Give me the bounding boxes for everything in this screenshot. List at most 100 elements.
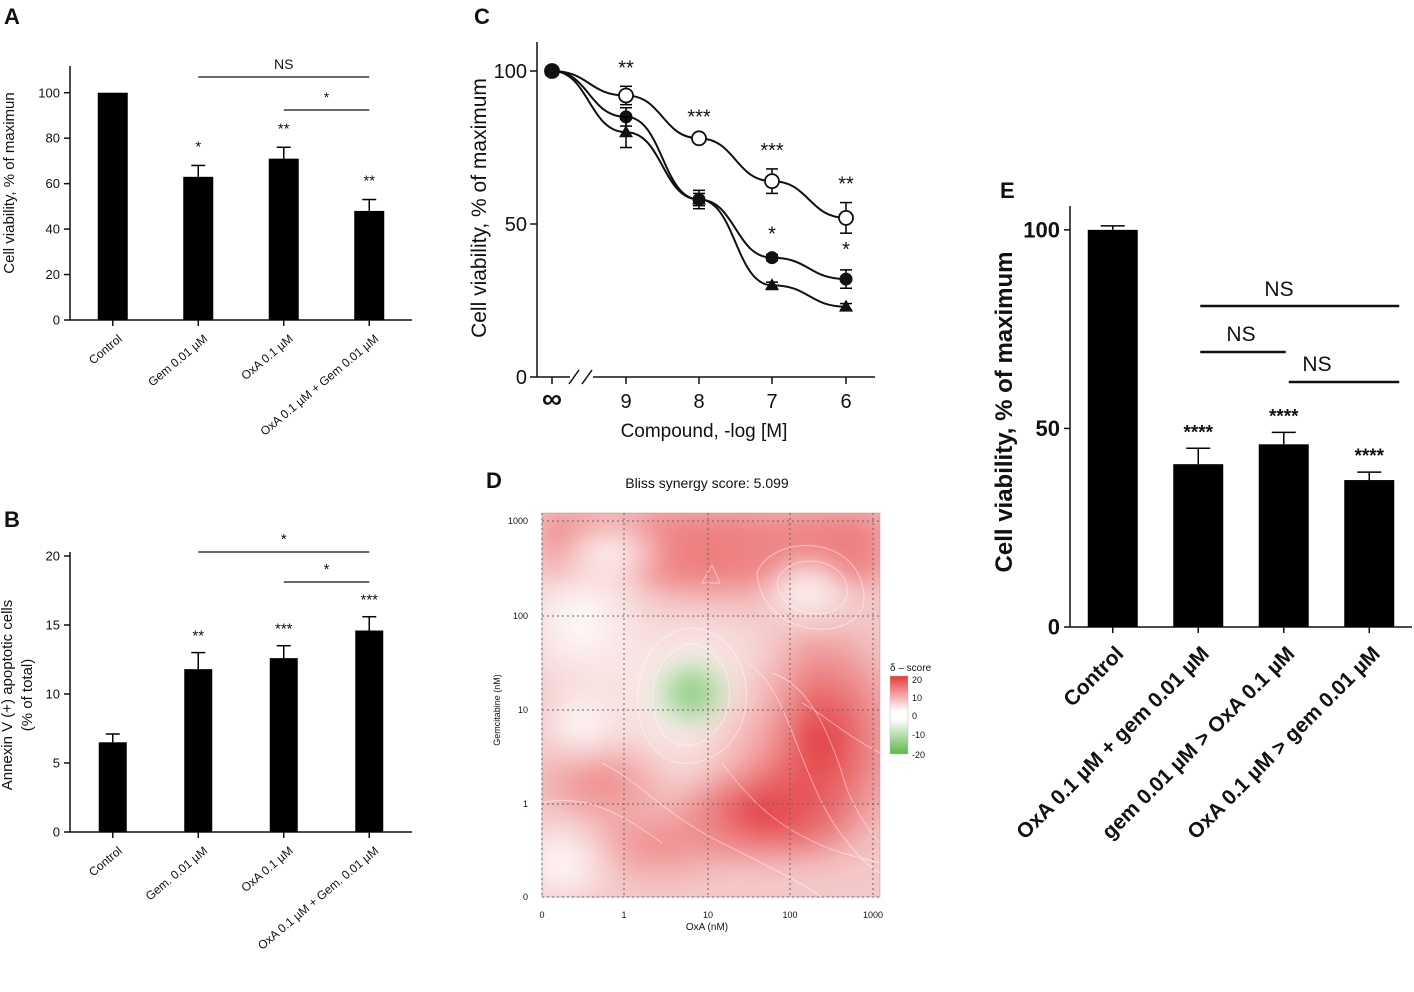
legend-tick-label: 0 <box>912 711 917 721</box>
panel-d-title: Bliss synergy score: 5.099 <box>625 475 789 491</box>
category-label: Gem 0.01 µM <box>145 332 210 390</box>
legend-tick-label: 10 <box>912 693 922 703</box>
x-tick-label: 0 <box>539 910 544 920</box>
legend-tick-label: -10 <box>912 730 925 740</box>
y-tick-label: 20 <box>46 267 60 282</box>
bar <box>354 210 385 320</box>
bar <box>97 92 128 321</box>
y-tick-label: 0 <box>516 367 527 389</box>
data-point-open-circle <box>764 173 780 190</box>
panel-b-ylabel-2: (% of total) <box>19 659 36 732</box>
y-tick-label: 0 <box>53 313 60 328</box>
x-tick-label: 1000 <box>863 910 883 920</box>
y-tick-label: 80 <box>46 131 60 146</box>
panel-a-bar-chart: Cell viability, % of maximun 0 20 40 60 80 10… <box>1 56 412 438</box>
panel-d-heatmap: Bliss synergy score: 5.099 <box>492 475 932 933</box>
y-tick-label: 5 <box>53 756 60 771</box>
heatmap-surface <box>542 513 880 897</box>
category-label: OxA 0.1 µM <box>238 332 295 383</box>
y-tick-label: 10 <box>46 687 60 702</box>
significance-mark: ** <box>363 173 375 190</box>
panel-label-e: E <box>1000 178 1015 203</box>
y-tick-label: 40 <box>46 222 60 237</box>
panel-label-b: B <box>4 507 20 532</box>
category-label: Control <box>1059 642 1128 711</box>
x-tick-label: 1 <box>621 910 626 920</box>
category-label: Gem. 0.01 µM <box>143 844 210 904</box>
significance-mark: * <box>768 224 776 246</box>
panel-e-ylabel: Cell viability, % of maximum <box>991 252 1018 573</box>
heatmap-gridlines <box>541 513 880 898</box>
panel-label-c: C <box>474 4 490 29</box>
bar <box>183 176 214 320</box>
legend-tick-label: 20 <box>912 675 922 685</box>
significance-mark: **** <box>1183 422 1213 443</box>
y-tick-label: 50 <box>505 214 527 236</box>
x-tick-label: 10 <box>703 910 713 920</box>
bar <box>269 658 298 832</box>
data-point-open-circle <box>838 209 854 226</box>
x-tick-label: 8 <box>693 391 704 413</box>
category-label: Control <box>86 844 125 880</box>
data-point-triangle <box>692 192 706 205</box>
data-point-triangle <box>839 299 853 312</box>
bar <box>184 669 213 832</box>
y-tick-label: 0 <box>523 892 528 902</box>
bar <box>1173 464 1224 627</box>
y-tick-label: 15 <box>46 618 60 633</box>
y-tick-label: 100 <box>1023 218 1060 243</box>
significance-bracket-label: * <box>324 89 330 105</box>
panel-d-ylabel: Gemcitabine (nM) <box>492 674 502 746</box>
significance-mark: * <box>195 138 201 155</box>
y-tick-label: 60 <box>46 176 60 191</box>
y-tick-label: 100 <box>513 611 528 621</box>
delta-score-legend-bar <box>889 675 909 755</box>
bar <box>1344 480 1395 627</box>
panel-b-ylabel: Annexin V (+) apoptotic cells <box>0 600 16 791</box>
y-tick-label: 0 <box>1048 615 1060 640</box>
panel-a-ylabel: Cell viability, % of maximun <box>1 92 18 273</box>
panel-label-d: D <box>486 468 502 493</box>
panel-c-ylabel: Cell viability, % of maximum <box>468 78 491 338</box>
axis-break-mark <box>568 369 580 385</box>
y-tick-label: 100 <box>494 61 527 83</box>
bar <box>1087 229 1138 627</box>
panel-b-bar-chart: Annexin V (+) apoptotic cells (% of tota… <box>0 531 412 953</box>
significance-bracket-label: NS <box>1302 353 1331 376</box>
y-tick-label: 1000 <box>508 516 528 526</box>
bar <box>268 158 299 320</box>
significance-mark: *** <box>360 592 378 609</box>
panel-c-line-chart: Cell viability, % of maximum Compound, -… <box>468 42 875 442</box>
x-tick-label: 6 <box>840 391 851 413</box>
significance-mark: * <box>842 239 850 261</box>
y-tick-label: 20 <box>46 549 60 564</box>
significance-mark: ** <box>192 628 204 645</box>
y-tick-label: 10 <box>518 705 528 715</box>
panel-c-xlabel: Compound, -log [M] <box>621 421 788 442</box>
significance-mark: *** <box>275 621 293 638</box>
y-tick-label: 50 <box>1036 416 1060 441</box>
significance-mark: ** <box>838 174 854 196</box>
significance-mark: *** <box>687 106 711 128</box>
bar <box>1258 444 1309 627</box>
significance-bracket-label: * <box>324 561 330 578</box>
panel-d-xlabel: OxA (nM) <box>686 922 728 933</box>
panel-e-bar-chart: Cell viability, % of maximum 0 50 100 Contr… <box>991 206 1412 844</box>
significance-mark: **** <box>1354 446 1384 467</box>
x-tick-label: 9 <box>620 391 631 413</box>
y-tick-label: 1 <box>523 799 528 809</box>
category-label: Control <box>86 332 125 368</box>
data-point-triangle <box>619 125 633 138</box>
x-tick-label: ∞ <box>542 383 562 414</box>
data-point-triangle <box>765 278 779 291</box>
significance-mark: ** <box>618 57 634 79</box>
x-tick-label: 100 <box>782 910 797 920</box>
significance-mark: **** <box>1269 406 1299 427</box>
significance-mark: ** <box>278 120 290 137</box>
delta-score-legend-title: δ – score <box>890 663 932 674</box>
x-tick-label: 7 <box>766 391 777 413</box>
y-tick-label: 0 <box>53 825 60 840</box>
significance-bracket-label: NS <box>1226 323 1255 346</box>
bar <box>98 742 127 832</box>
